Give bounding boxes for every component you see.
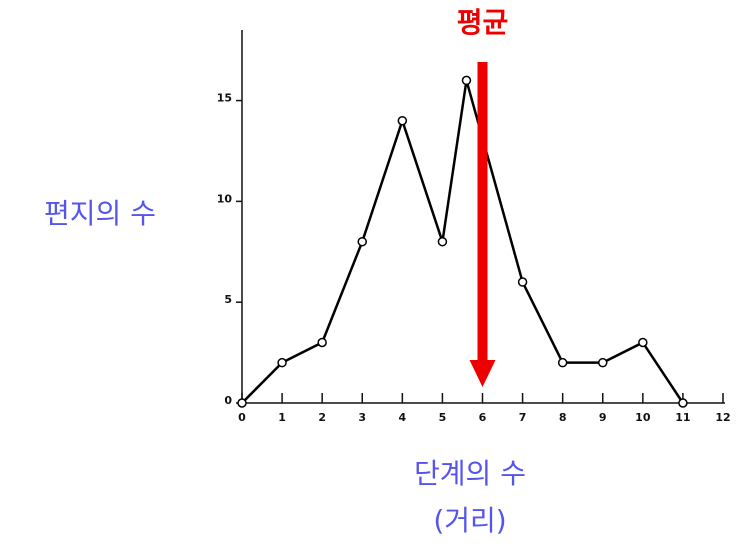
y-tick-label: 0: [224, 394, 232, 407]
data-line: [241, 79, 684, 404]
y-tick-label: 5: [224, 293, 232, 306]
x-tick-label: 3: [358, 411, 366, 424]
data-point: [317, 337, 327, 348]
data-point: [277, 357, 287, 368]
mean-arrow-head: [469, 360, 496, 387]
mean-arrow-shaft: [477, 62, 488, 362]
x-tick-label: 2: [318, 411, 326, 424]
data-point: [678, 398, 688, 408]
data-point: [397, 115, 408, 126]
x-tick-label: 11: [675, 411, 690, 424]
data-point: [357, 236, 367, 247]
data-point: [638, 337, 648, 348]
y-tick-label: 15: [217, 92, 232, 105]
y-axis-label: 편지의 수: [44, 197, 156, 230]
x-tick-label: 9: [599, 411, 607, 424]
x-tick-label: 0: [238, 411, 246, 424]
data-point: [598, 357, 608, 368]
annotation: 평균: [457, 6, 509, 39]
data-point: [517, 277, 528, 287]
x-tick-label: 10: [635, 411, 651, 424]
data-point: [437, 236, 448, 247]
x-tick-label: 5: [439, 411, 447, 424]
y-tick-label: 10: [217, 192, 233, 205]
data-point: [557, 357, 568, 368]
x-axis-label: (거리): [433, 504, 506, 537]
data-point: [237, 398, 247, 408]
x-tick-label: 8: [559, 411, 567, 424]
x-tick-label: 1: [278, 411, 286, 424]
x-axis-label: 단계의 수: [414, 457, 526, 490]
x-tick-label: 12: [715, 411, 730, 424]
x-tick-label: 4: [399, 411, 407, 424]
x-tick-label: 6: [479, 411, 487, 424]
x-tick-label: 7: [519, 411, 527, 424]
data-point: [461, 75, 472, 86]
